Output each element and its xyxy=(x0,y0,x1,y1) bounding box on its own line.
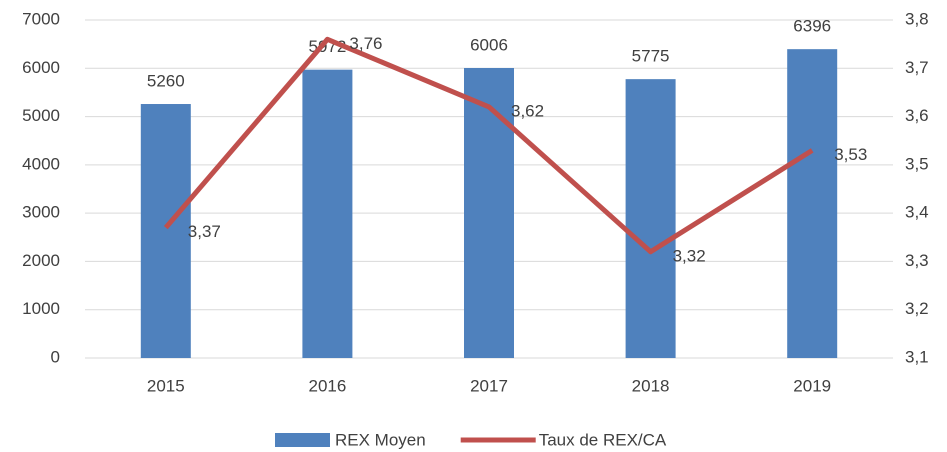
line-series xyxy=(163,36,814,255)
y2-tick-label: 3,7 xyxy=(905,58,929,77)
y2-tick-label: 3,4 xyxy=(905,203,929,222)
bar xyxy=(302,69,353,359)
y2-tick-label: 3,5 xyxy=(905,154,929,173)
bar xyxy=(625,79,676,359)
y2-tick-label: 3,1 xyxy=(905,347,929,366)
data-label: 3,53 xyxy=(834,145,867,164)
legend-swatch xyxy=(275,433,330,447)
y2-tick-label: 3,8 xyxy=(905,9,929,28)
y-tick-label: 3000 xyxy=(22,203,60,222)
x-tick-label: 2019 xyxy=(793,376,831,395)
y2-tick-label: 3,6 xyxy=(905,106,929,125)
data-label: 3,62 xyxy=(511,101,544,120)
data-label: 3,76 xyxy=(349,34,382,53)
y-tick-label: 7000 xyxy=(22,9,60,28)
x-tick-label: 2016 xyxy=(308,376,346,395)
y2-tick-label: 3,2 xyxy=(905,299,929,318)
y-tick-label: 2000 xyxy=(22,251,60,270)
bar xyxy=(787,49,838,358)
y-tick-label: 5000 xyxy=(22,106,60,125)
data-label: 5775 xyxy=(632,47,670,66)
y-tick-label: 4000 xyxy=(22,154,60,173)
x-tick-label: 2015 xyxy=(147,376,185,395)
x-tick-label: 2018 xyxy=(632,376,670,395)
x-tick-label: 2017 xyxy=(470,376,508,395)
y-tick-label: 0 xyxy=(51,347,60,366)
bar xyxy=(140,104,191,358)
data-label: 3,37 xyxy=(188,222,221,241)
y-tick-label: 1000 xyxy=(22,299,60,318)
y2-tick-label: 3,3 xyxy=(905,251,929,270)
bar xyxy=(464,67,514,358)
legend-label: REX Moyen xyxy=(335,430,426,449)
data-label: 3,32 xyxy=(673,246,706,265)
data-label: 5260 xyxy=(147,72,185,91)
data-label: 6006 xyxy=(470,35,508,54)
y-tick-label: 6000 xyxy=(22,58,60,77)
legend-label: Taux de REX/CA xyxy=(539,430,667,449)
data-label: 6396 xyxy=(793,17,831,36)
